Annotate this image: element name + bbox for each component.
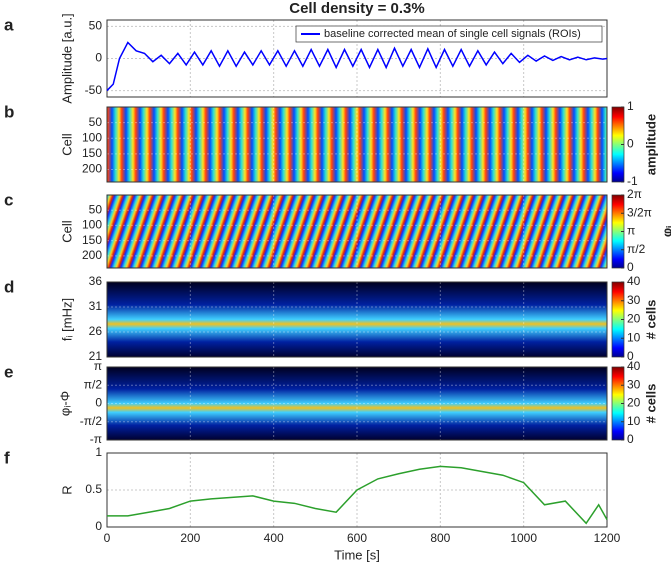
y-tick-label: 0 [95, 519, 102, 533]
y-tick-label: 50 [89, 115, 103, 129]
panel-label: e [4, 362, 13, 381]
colorbar-tick-label: 0 [627, 349, 634, 363]
y-tick-label: 0 [95, 51, 102, 65]
panel-label: a [4, 15, 14, 34]
legend-box [295, 25, 603, 43]
colorbar-tick-label: 10 [627, 330, 641, 344]
colorbar-tick-label: 2π [627, 187, 642, 201]
legend-label: baseline corrected mean of single cell s… [324, 28, 581, 40]
x-tick-label: 800 [430, 531, 450, 545]
y-axis-label: φᵢ-Φ [57, 391, 72, 416]
x-tick-label: 200 [180, 531, 200, 545]
heatmap-image [107, 195, 607, 268]
y-tick-label: 200 [82, 162, 102, 176]
y-tick-label: 0 [95, 396, 102, 410]
heatmap-image [107, 107, 607, 182]
x-axis-label: Time [s] [334, 547, 380, 562]
x-tick-label: 1200 [594, 531, 621, 545]
y-tick-label: 150 [82, 146, 102, 160]
panel-label: b [4, 102, 14, 121]
colorbar-tick-label: 0 [627, 432, 634, 446]
y-tick-label: 150 [82, 233, 102, 247]
y-tick-label: 1 [95, 445, 102, 459]
colorbar-tick-label: 20 [627, 396, 641, 410]
plot-frame [106, 366, 608, 441]
x-tick-label: 1000 [510, 531, 537, 545]
y-tick-label: 21 [89, 349, 103, 363]
y-axis-label: Cell [59, 220, 74, 243]
y-tick-label: -π/2 [80, 414, 103, 428]
plot-frame [106, 194, 608, 269]
colorbar-tick-label: -1 [627, 174, 638, 188]
colorbar-label: # cells [643, 384, 658, 424]
chart-title: Cell density = 0.3% [289, 0, 424, 17]
colorbar-label: amplitude [643, 114, 658, 175]
y-tick-label: 100 [82, 218, 102, 232]
panel-label: d [4, 277, 14, 296]
y-tick-label: 100 [82, 130, 102, 144]
y-axis-label: Cell [59, 133, 74, 156]
y-tick-label: 200 [82, 248, 102, 262]
plot-frame [106, 452, 608, 528]
colorbar-tick-label: 40 [627, 274, 641, 288]
y-axis-label: Amplitude [a.u.] [59, 13, 74, 103]
plot-frame [106, 281, 608, 358]
y-tick-label: 36 [89, 274, 103, 288]
plot-frame [106, 106, 608, 183]
y-tick-label: 0.5 [85, 482, 102, 496]
colorbar-tick-label: π [627, 224, 635, 238]
y-tick-label: 50 [89, 19, 103, 33]
y-tick-label: 26 [89, 324, 103, 338]
colorbar-tick-label: 30 [627, 377, 641, 391]
colorbar-tick-label: 3/2π [627, 205, 652, 219]
colorbar-label: φᵢ [659, 226, 671, 237]
panel-label: c [4, 190, 13, 209]
colorbar-tick-label: 0 [627, 260, 634, 274]
x-tick-label: 600 [347, 531, 367, 545]
heatmap-image [107, 282, 607, 357]
colorbar-tick-label: π/2 [627, 242, 646, 256]
colorbar-tick-label: 0 [627, 137, 634, 151]
y-axis-label: R [59, 485, 74, 494]
y-tick-label: π [94, 359, 102, 373]
y-tick-label: 31 [89, 299, 103, 313]
y-tick-label: -π [90, 432, 102, 446]
colorbar-tick-label: 1 [627, 99, 634, 113]
colorbar-tick-label: 30 [627, 293, 641, 307]
x-tick-label: 0 [104, 531, 111, 545]
data-line [106, 41, 608, 92]
heatmap-image [107, 367, 607, 440]
colorbar-tick-label: 40 [627, 359, 641, 373]
data-line [107, 465, 608, 525]
colorbar-label: # cells [643, 300, 658, 340]
y-tick-label: -50 [85, 83, 103, 97]
y-axis-label: fᵢ [mHz] [59, 298, 74, 341]
colorbar-tick-label: 10 [627, 414, 641, 428]
panel-label: f [4, 448, 10, 467]
x-tick-label: 400 [264, 531, 284, 545]
y-tick-label: 50 [89, 202, 103, 216]
y-tick-label: π/2 [84, 377, 103, 391]
colorbar-tick-label: 20 [627, 312, 641, 326]
